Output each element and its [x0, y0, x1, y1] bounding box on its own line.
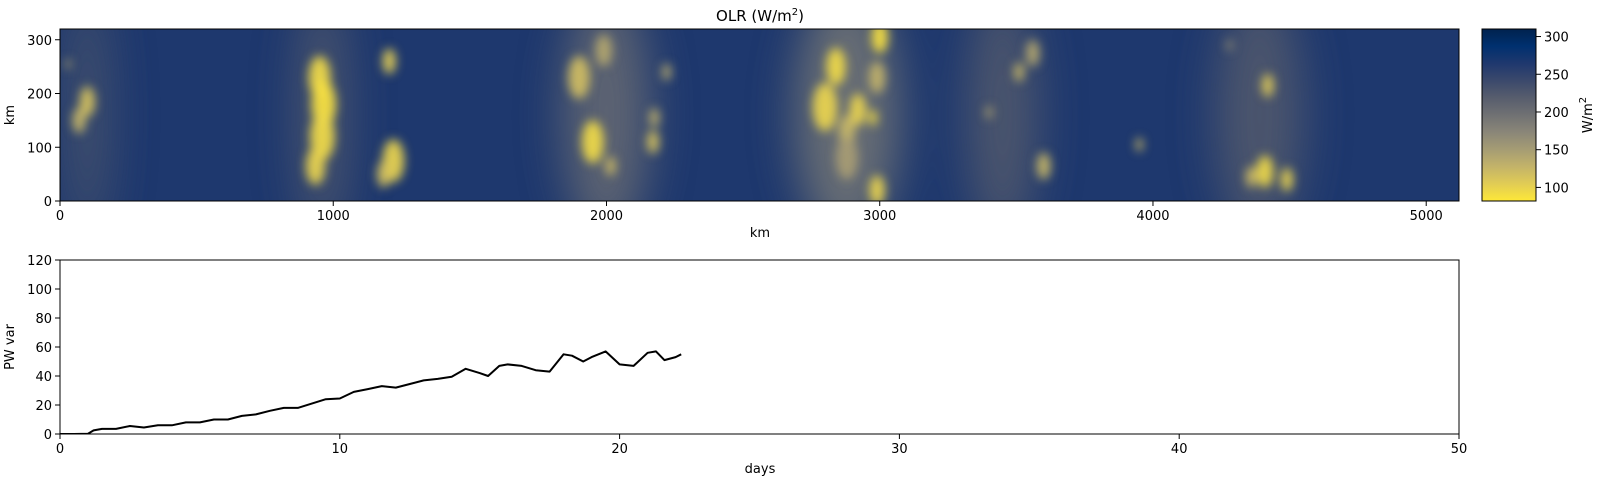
- heatmap-cell: [605, 156, 616, 176]
- heatmap-x-label: km: [750, 226, 770, 241]
- heatmap-cell: [79, 86, 95, 117]
- heatmap-cell: [72, 107, 86, 134]
- heatmap-cell: [305, 147, 326, 185]
- heatmap-title: OLR (W/m2): [716, 7, 804, 25]
- heatmap-cell: [826, 47, 846, 86]
- heatmap-cell: [376, 160, 391, 188]
- line-y-tick-label: 120: [27, 254, 52, 269]
- heatmap-cell: [869, 175, 885, 201]
- heatmap-cell: [868, 109, 877, 126]
- line-plot-frame: [59, 259, 1460, 435]
- heatmap-cell: [1226, 39, 1233, 51]
- heatmap-cell: [568, 55, 591, 99]
- heatmap-x-tick-label: 3000: [863, 209, 896, 224]
- heatmap-cell: [382, 48, 396, 75]
- heatmap-cell: [849, 93, 867, 126]
- heatmap-x-tick-label: 0: [56, 209, 64, 224]
- line-y-tick-label: 100: [27, 283, 52, 298]
- line-y-tick-label: 0: [44, 428, 52, 443]
- heatmap-y-tick-label: 0: [44, 195, 52, 210]
- heatmap-cell: [595, 34, 612, 67]
- line-x-tick-label: 20: [611, 442, 628, 457]
- heatmap-cells: [65, 29, 1293, 201]
- heatmap-plot: [60, 29, 1459, 201]
- heatmap-cell: [812, 82, 838, 132]
- heatmap-y-axis: 0 100 200 300: [27, 34, 60, 210]
- line-x-tick-label: 10: [332, 442, 349, 457]
- line-y-tick-label: 80: [35, 312, 52, 327]
- line-y-label: PW var: [3, 323, 18, 369]
- colorbar-tick-label: 300: [1544, 31, 1569, 46]
- colorbar-tick-label: 200: [1544, 106, 1569, 121]
- colorbar-tick-label: 150: [1544, 144, 1569, 159]
- heatmap-band: [967, 29, 1039, 201]
- heatmap-y-tick-label: 300: [27, 34, 52, 49]
- line-x-label: days: [745, 462, 776, 477]
- heatmap-cell: [646, 130, 659, 154]
- line-x-tick-label: 30: [891, 442, 908, 457]
- colorbar-axis: 100 150 200 250 300: [1536, 31, 1569, 196]
- line-y-axis: 0 20 40 60 80 100 120: [27, 254, 60, 443]
- colorbar-label: W/m2: [1578, 97, 1596, 133]
- heatmap-x-tick-label: 1000: [317, 209, 350, 224]
- heatmap-cell: [985, 105, 993, 119]
- heatmap-cell: [581, 120, 604, 164]
- line-x-tick-label: 0: [56, 442, 64, 457]
- heatmap-cell: [1280, 167, 1293, 192]
- heatmap-cell: [1025, 39, 1040, 67]
- colorbar: [1481, 28, 1537, 202]
- heatmap-cell: [871, 29, 888, 54]
- heatmap-cell: [662, 63, 671, 81]
- colorbar-tick-label: 100: [1544, 181, 1569, 196]
- heatmap-band: [65, 29, 110, 201]
- line-y-tick-label: 60: [35, 341, 52, 356]
- line-y-tick-label: 40: [35, 370, 52, 385]
- heatmap-y-label: km: [3, 105, 18, 125]
- heatmap-cell: [1036, 152, 1051, 180]
- pw-var-series-line: [60, 350, 682, 434]
- heatmap-band: [1215, 29, 1304, 201]
- heatmap-frame: [59, 28, 1460, 202]
- line-x-tick-label: 50: [1451, 442, 1468, 457]
- heatmap-cell: [1135, 137, 1143, 152]
- heatmap-cell: [649, 108, 660, 128]
- heatmap-x-axis: 0 1000 2000 3000 4000 5000: [56, 201, 1443, 224]
- line-x-tick-label: 40: [1171, 442, 1188, 457]
- heatmap-y-tick-label: 100: [27, 141, 52, 156]
- heatmap-x-tick-label: 4000: [1136, 209, 1169, 224]
- line-y-tick-label: 20: [35, 399, 52, 414]
- heatmap-cell: [836, 136, 858, 180]
- line-x-axis: 0 10 20 30 40 50: [56, 434, 1467, 457]
- heatmap-x-tick-label: 5000: [1410, 209, 1443, 224]
- colorbar-tick-label: 250: [1544, 68, 1569, 83]
- heatmap-cell: [1261, 73, 1274, 98]
- heatmap-cell: [868, 61, 886, 94]
- heatmap-x-tick-label: 2000: [590, 209, 623, 224]
- heatmap-cell: [1256, 155, 1274, 188]
- heatmap-y-tick-label: 200: [27, 88, 52, 103]
- heatmap-cell: [65, 59, 71, 69]
- heatmap-cell: [1014, 62, 1024, 82]
- heatmap-cell: [1245, 166, 1257, 188]
